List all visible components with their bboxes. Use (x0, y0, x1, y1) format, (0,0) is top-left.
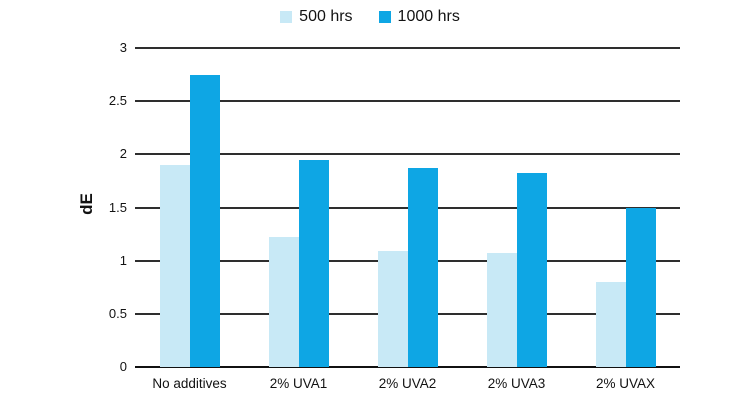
y-tick-label: 2.5 (108, 93, 127, 109)
bar-1000-hrs-2pct-uva2 (407, 168, 438, 367)
y-tick-label: 0 (119, 359, 127, 374)
plot-area (135, 47, 680, 368)
legend-swatch-1000hrs (378, 11, 391, 23)
bar-1000-hrs-2pct-uva1 (298, 159, 329, 367)
y-tick-label: 0.5 (108, 305, 127, 321)
x-category-label: No additives (152, 376, 227, 391)
x-category-label: 2% UVA2 (378, 376, 437, 391)
bar-500-hrs-2pct-uva1 (268, 237, 299, 367)
legend-label-1000hrs: 1000 hrs (397, 8, 460, 25)
bar-500-hrs-2pct-uva2 (377, 251, 408, 367)
legend-label-500hrs: 500 hrs (299, 8, 353, 25)
y-tick-label: 2 (119, 146, 127, 162)
x-category-label: 2% UVA1 (269, 376, 328, 391)
x-category-label: 2% UVAX (595, 376, 656, 391)
bar-500-hrs-no-additives (159, 164, 190, 367)
y-tick-label: 1 (119, 252, 127, 268)
gridline (135, 100, 680, 103)
bar-1000-hrs-2pct-uvax (625, 207, 656, 367)
legend-item-1000hrs: 1000 hrs (378, 8, 460, 26)
y-tick-label: 1.5 (108, 199, 127, 215)
legend-swatch-500hrs (280, 11, 293, 23)
x-axis-line (135, 366, 680, 368)
bar-500-hrs-2pct-uvax (595, 281, 626, 367)
y-tick-label: 3 (119, 40, 127, 55)
chart-legend: 500 hrs 1000 hrs (0, 8, 740, 26)
bar-1000-hrs-2pct-uva3 (516, 173, 547, 367)
gridline (135, 153, 680, 156)
legend-item-500hrs: 500 hrs (280, 8, 353, 26)
x-category-label: 2% UVA3 (487, 376, 546, 391)
gridline (135, 47, 680, 49)
bar-1000-hrs-no-additives (189, 74, 220, 367)
bar-500-hrs-2pct-uva3 (486, 253, 517, 367)
